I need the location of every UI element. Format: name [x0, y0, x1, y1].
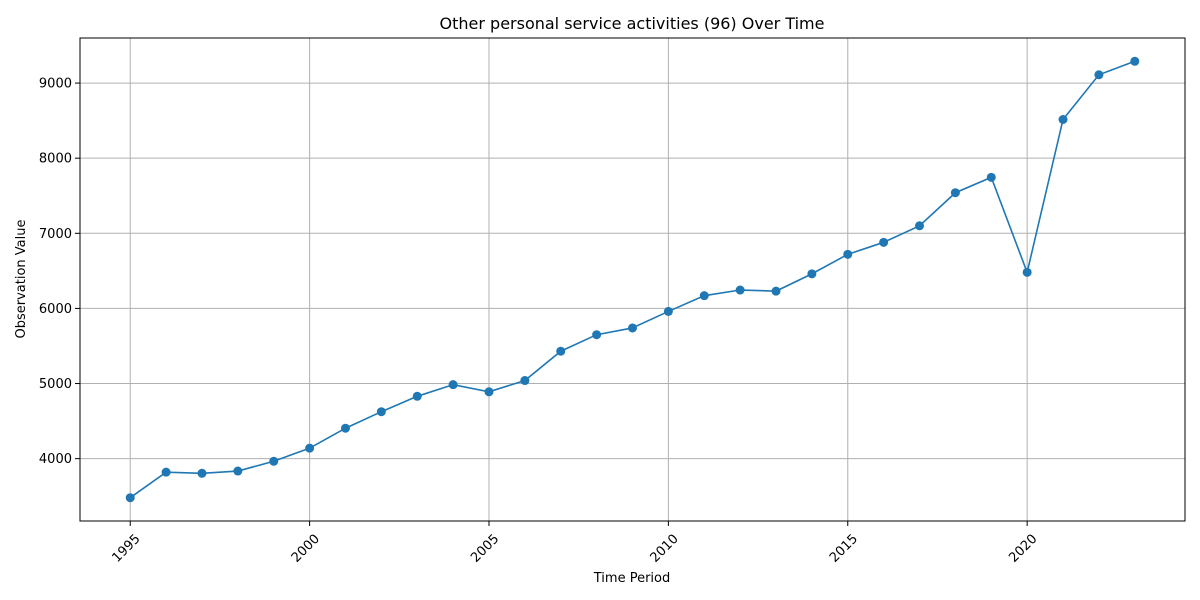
data-point	[233, 466, 243, 476]
series-line-layer	[129, 60, 1136, 499]
series-line	[129, 60, 1136, 499]
data-point	[1130, 56, 1140, 66]
chart-title: Other personal service activities (96) O…	[440, 14, 825, 33]
data-points-layer	[125, 56, 1140, 503]
data-point	[376, 407, 386, 417]
y-tick-label: 7000	[39, 227, 72, 242]
x-tick-label: 2020	[1006, 532, 1040, 566]
data-point	[340, 423, 350, 433]
x-tick-label: 2015	[827, 532, 861, 566]
data-point	[484, 387, 494, 397]
data-point	[1094, 70, 1104, 80]
y-tick-label: 6000	[39, 302, 72, 317]
x-tick-label: 2005	[468, 532, 502, 566]
grid-layer	[80, 38, 1185, 521]
x-axis-label: Time Period	[593, 571, 670, 586]
plot-frame	[79, 37, 1186, 522]
data-point	[1022, 267, 1032, 277]
y-axis-label: Observation Value	[14, 220, 29, 339]
y-tick-label: 4000	[39, 452, 72, 467]
data-point	[305, 443, 315, 453]
data-point	[448, 380, 458, 390]
data-point	[771, 286, 781, 296]
x-axis-ticks: 1995 2000 2005 2010 2015 2020	[109, 521, 1040, 566]
data-point	[663, 306, 673, 316]
data-point	[269, 456, 279, 466]
data-point	[986, 172, 996, 182]
data-point	[843, 249, 853, 259]
data-point	[197, 468, 207, 478]
x-tick-label: 1995	[109, 532, 143, 566]
y-tick-label: 8000	[39, 152, 72, 167]
x-tick-label: 2010	[648, 532, 682, 566]
y-axis-ticks: 4000 5000 6000 7000 8000 9000	[39, 77, 80, 467]
data-point	[520, 376, 530, 386]
y-tick-label: 5000	[39, 377, 72, 392]
x-tick-label: 2000	[289, 532, 323, 566]
data-point	[879, 237, 889, 247]
data-point	[807, 269, 817, 279]
data-point	[735, 285, 745, 295]
data-point	[628, 323, 637, 333]
y-tick-label: 9000	[39, 77, 72, 92]
data-point	[161, 467, 171, 477]
data-point	[556, 346, 566, 356]
data-point	[1058, 115, 1068, 125]
data-point	[412, 391, 422, 401]
data-point	[950, 188, 960, 198]
data-point	[915, 221, 925, 231]
data-point	[592, 330, 602, 340]
data-point	[699, 291, 709, 301]
data-point	[125, 493, 135, 503]
